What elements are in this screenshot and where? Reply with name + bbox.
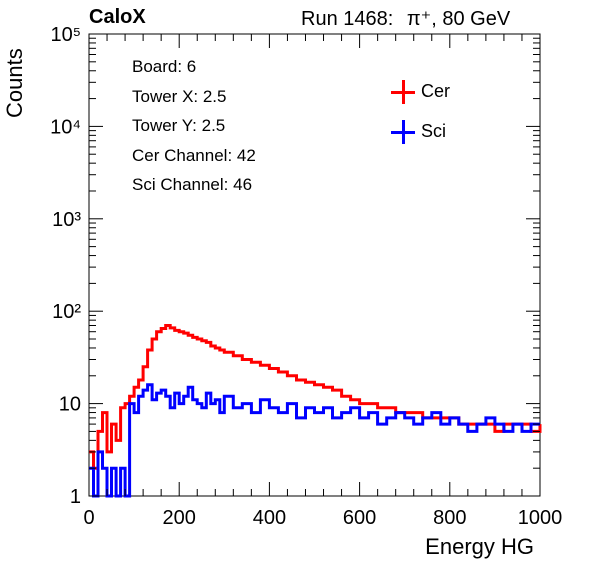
cer-channel-label: Cer Channel: 42	[132, 145, 256, 165]
x-tick-label: 600	[343, 507, 376, 529]
x-tick-label: 200	[163, 507, 196, 529]
legend-cer-marker-icon	[391, 80, 415, 104]
energy-label: , 80 GeV	[431, 8, 511, 30]
y-tick-label: 10	[59, 394, 81, 416]
y-tick-label: 10⁴	[50, 116, 81, 138]
axes-frame	[88, 33, 541, 497]
tower-y-label: Tower Y: 2.5	[132, 116, 226, 135]
run-number: Run 1468:	[301, 8, 394, 30]
legend-sci-marker-icon	[391, 120, 415, 144]
x-tick-label: 400	[253, 507, 286, 529]
x-tick-label: 0	[83, 507, 94, 529]
y-tick-label: 10³	[52, 209, 81, 231]
run-label: Run 1468: π⁺, 80 GeV	[301, 6, 510, 31]
board-label: Board: 6	[132, 57, 197, 76]
x-tick-label: 1000	[518, 507, 563, 529]
ticks-layer: 0 200 400 600 800 1000 1 10 10² 10³ 10⁴ 10⁵	[50, 24, 562, 529]
y-tick-label: 10²	[52, 301, 81, 323]
plot-frame	[88, 33, 541, 497]
y-axis-title: Counts	[2, 48, 27, 118]
series-cer	[89, 324, 542, 470]
particle-label: π⁺	[406, 8, 432, 30]
legend-cer-label: Cer	[421, 81, 451, 101]
brand-label: CaloX	[89, 6, 146, 28]
series-sci	[89, 383, 540, 498]
tower-x-label: Tower X: 2.5	[132, 86, 227, 106]
sci-channel-label: Sci Channel: 46	[132, 175, 253, 194]
y-tick-label: 10⁵	[50, 24, 81, 46]
x-axis-title: Energy HG	[425, 534, 534, 559]
legend-sci-label: Sci	[421, 121, 447, 141]
x-tick-label: 800	[433, 507, 466, 529]
info-box: Board: 6 Tower X: 2.5 Tower Y: 2.5 Cer C…	[132, 52, 256, 200]
y-tick-label: 1	[70, 486, 81, 508]
series-layer	[89, 324, 542, 498]
